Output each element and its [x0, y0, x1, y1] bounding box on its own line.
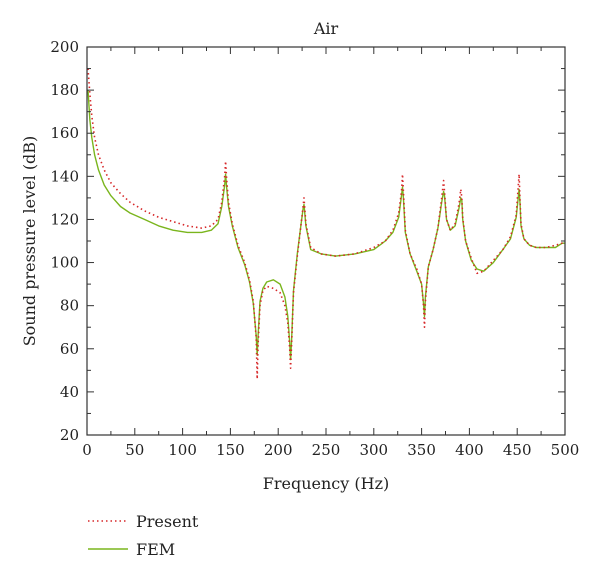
- x-axis: 0 50 100 150 200 250 300 350 400 450 500: [82, 47, 579, 459]
- y-tick-label: 140: [50, 167, 79, 185]
- y-tick-label: 180: [50, 81, 79, 99]
- x-tick-label: 50: [125, 441, 144, 459]
- x-tick-label: 500: [551, 441, 580, 459]
- legend-label-present: Present: [136, 512, 199, 531]
- x-tick-label: 350: [407, 441, 436, 459]
- x-tick-label: 450: [503, 441, 532, 459]
- y-axis-title: Sound pressure level (dB): [20, 136, 39, 347]
- plot-frame: [86, 46, 566, 436]
- y-tick-label: 100: [50, 254, 79, 272]
- x-tick-label: 150: [216, 441, 245, 459]
- y-tick-label: 120: [50, 210, 79, 228]
- plot-area: [87, 68, 565, 380]
- y-tick-label: 20: [60, 426, 79, 444]
- y-tick-label: 200: [50, 38, 79, 56]
- x-tick-label: 400: [455, 441, 484, 459]
- series-line-present: [87, 68, 565, 380]
- x-axis-title: Frequency (Hz): [263, 474, 390, 493]
- legend-label-fem: FEM: [136, 540, 175, 559]
- x-tick-label: 0: [82, 441, 92, 459]
- series-line-fem: [87, 90, 565, 361]
- chart-title: Air: [313, 19, 339, 38]
- y-axis: 20 40 60 80 100 120 140 160 180 200: [50, 38, 565, 444]
- x-tick-label: 250: [312, 441, 341, 459]
- x-tick-label: 300: [359, 441, 388, 459]
- y-tick-label: 60: [60, 340, 79, 358]
- x-tick-label: 200: [264, 441, 293, 459]
- y-tick-label: 40: [60, 383, 79, 401]
- y-tick-label: 160: [50, 124, 79, 142]
- legend: Present FEM: [88, 512, 199, 559]
- y-tick-label: 80: [60, 297, 79, 315]
- x-tick-label: 100: [168, 441, 197, 459]
